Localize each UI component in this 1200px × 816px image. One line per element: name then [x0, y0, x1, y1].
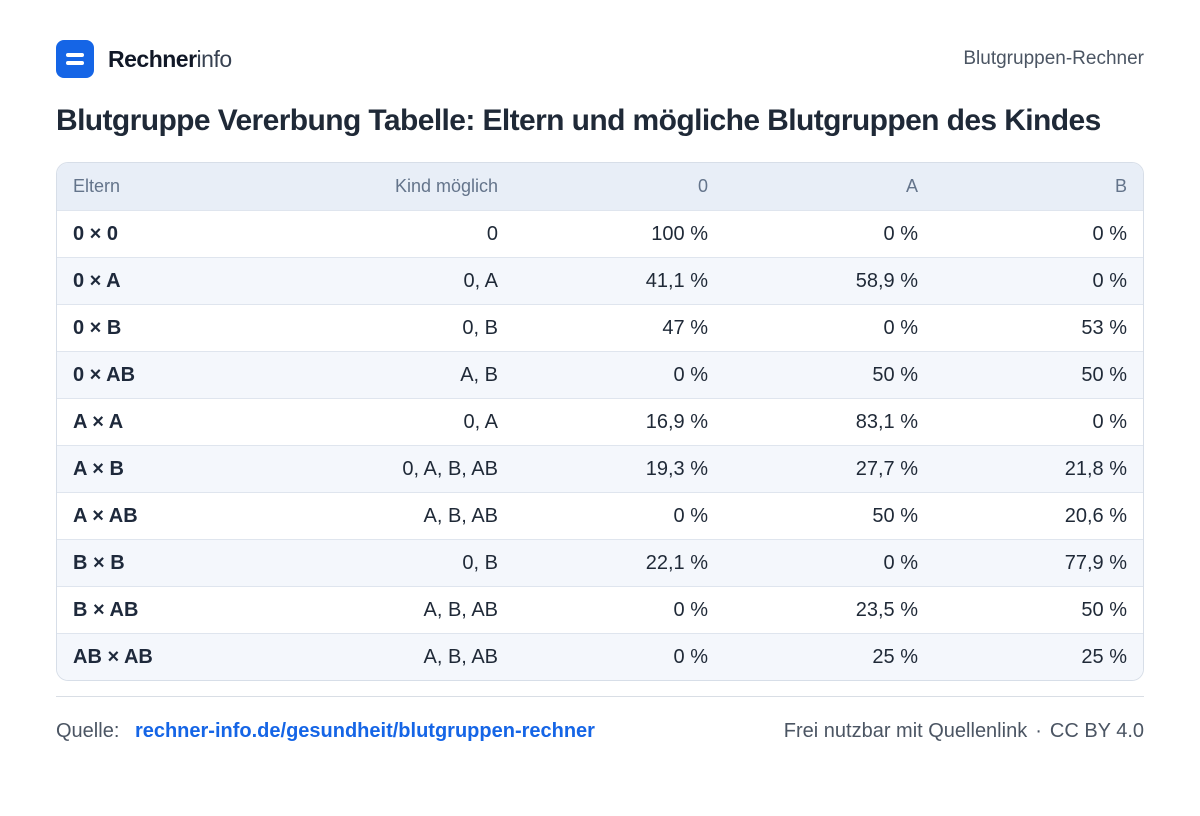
- table-cell: A, B: [257, 351, 514, 399]
- table-cell: 0 %: [934, 257, 1143, 305]
- table-cell: 0 %: [934, 398, 1143, 446]
- table-row: B × B 0, B 22,1 % 0 % 77,9 %: [57, 539, 1143, 587]
- table-cell: A, B, AB: [257, 633, 514, 680]
- license-text: Frei nutzbar mit Quellenlink: [783, 720, 1028, 742]
- column-header: A: [724, 163, 934, 211]
- table-cell: 16,9 %: [514, 398, 724, 446]
- table-cell: 0 %: [514, 586, 724, 634]
- brand[interactable]: Rechnerinfo: [56, 40, 232, 78]
- table-header-row: Eltern Kind möglich 0 A B: [57, 163, 1143, 211]
- table-cell: 0 %: [514, 492, 724, 540]
- column-header: Eltern: [57, 163, 257, 211]
- table-cell: 0 %: [724, 210, 934, 258]
- source-label: Quelle:: [56, 720, 120, 742]
- parents-cell: 0 × AB: [57, 351, 257, 399]
- table-cell: 77,9 %: [934, 539, 1143, 587]
- parents-cell: AB × AB: [57, 633, 257, 680]
- table-row: A × AB A, B, AB 0 % 50 % 20,6 %: [57, 492, 1143, 540]
- table-cell: 20,6 %: [934, 492, 1143, 540]
- table-cell: 0 %: [514, 633, 724, 680]
- table-cell: A, B, AB: [257, 492, 514, 540]
- column-header: B: [934, 163, 1143, 211]
- table-cell: 27,7 %: [724, 445, 934, 493]
- table-cell: 0: [257, 210, 514, 258]
- table-cell: 47 %: [514, 304, 724, 352]
- parents-cell: B × B: [57, 539, 257, 587]
- table-row: A × A 0, A 16,9 % 83,1 % 0 %: [57, 398, 1143, 446]
- table-cell: 0, A, B, AB: [257, 445, 514, 493]
- page-label: Blutgruppen-Rechner: [963, 48, 1144, 69]
- table-cell: 0, B: [257, 539, 514, 587]
- table-cell: 53 %: [934, 304, 1143, 352]
- source: Quelle: rechner-info.de/gesundheit/blutg…: [56, 720, 595, 743]
- table-cell: 83,1 %: [724, 398, 934, 446]
- brand-name-bold: Rechner: [108, 45, 197, 72]
- table-cell: 0, A: [257, 398, 514, 446]
- license: Frei nutzbar mit Quellenlink · CC BY 4.0: [784, 720, 1144, 743]
- license-separator: ·: [1035, 720, 1042, 742]
- table-cell: 41,1 %: [514, 257, 724, 305]
- inheritance-table: Eltern Kind möglich 0 A B 0 × 0 0 100 % 0 %…: [56, 162, 1144, 681]
- table-row: B × AB A, B, AB 0 % 23,5 % 50 %: [57, 586, 1143, 634]
- parents-cell: 0 × B: [57, 304, 257, 352]
- parents-cell: 0 × A: [57, 257, 257, 305]
- table-cell: 23,5 %: [724, 586, 934, 634]
- table-cell: 58,9 %: [724, 257, 934, 305]
- table-cell: 0 %: [514, 351, 724, 399]
- table-cell: 50 %: [724, 351, 934, 399]
- license-name: CC BY 4.0: [1049, 720, 1144, 742]
- brand-name-light: info: [196, 45, 233, 72]
- table-cell: 22,1 %: [514, 539, 724, 587]
- column-header: Kind möglich: [257, 163, 514, 211]
- parents-cell: B × AB: [57, 586, 257, 634]
- brand-name: Rechnerinfo: [108, 46, 232, 73]
- table-row: A × B 0, A, B, AB 19,3 % 27,7 % 21,8 %: [57, 445, 1143, 493]
- parents-cell: 0 × 0: [57, 210, 257, 258]
- table-cell: 25 %: [724, 633, 934, 680]
- table-cell: 0 %: [724, 539, 934, 587]
- footer: Quelle: rechner-info.de/gesundheit/blutg…: [56, 720, 1144, 743]
- menu-lines-logo-icon: [56, 40, 94, 78]
- table-cell: 100 %: [514, 210, 724, 258]
- header: Rechnerinfo Blutgruppen-Rechner: [56, 40, 1144, 78]
- parents-cell: A × A: [57, 398, 257, 446]
- table-row: 0 × A 0, A 41,1 % 58,9 % 0 %: [57, 257, 1143, 305]
- column-header: 0: [514, 163, 724, 211]
- table-cell: 25 %: [934, 633, 1143, 680]
- table-cell: A, B, AB: [257, 586, 514, 634]
- table-cell: 19,3 %: [514, 445, 724, 493]
- table-row: AB × AB A, B, AB 0 % 25 % 25 %: [57, 633, 1143, 680]
- table-cell: 50 %: [724, 492, 934, 540]
- table-cell: 0 %: [724, 304, 934, 352]
- table-row: 0 × B 0, B 47 % 0 % 53 %: [57, 304, 1143, 352]
- table-cell: 0 %: [934, 210, 1143, 258]
- table-row: 0 × 0 0 100 % 0 % 0 %: [57, 210, 1143, 258]
- parents-cell: A × B: [57, 445, 257, 493]
- table-cell: 0, B: [257, 304, 514, 352]
- parents-cell: A × AB: [57, 492, 257, 540]
- page-title: Blutgruppe Vererbung Tabelle: Eltern und…: [56, 104, 1101, 137]
- divider: [56, 696, 1144, 697]
- table-cell: 50 %: [934, 351, 1143, 399]
- table-cell: 0, A: [257, 257, 514, 305]
- source-link[interactable]: rechner-info.de/gesundheit/blutgruppen-r…: [134, 720, 595, 742]
- table-cell: 21,8 %: [934, 445, 1143, 493]
- table-cell: 50 %: [934, 586, 1143, 634]
